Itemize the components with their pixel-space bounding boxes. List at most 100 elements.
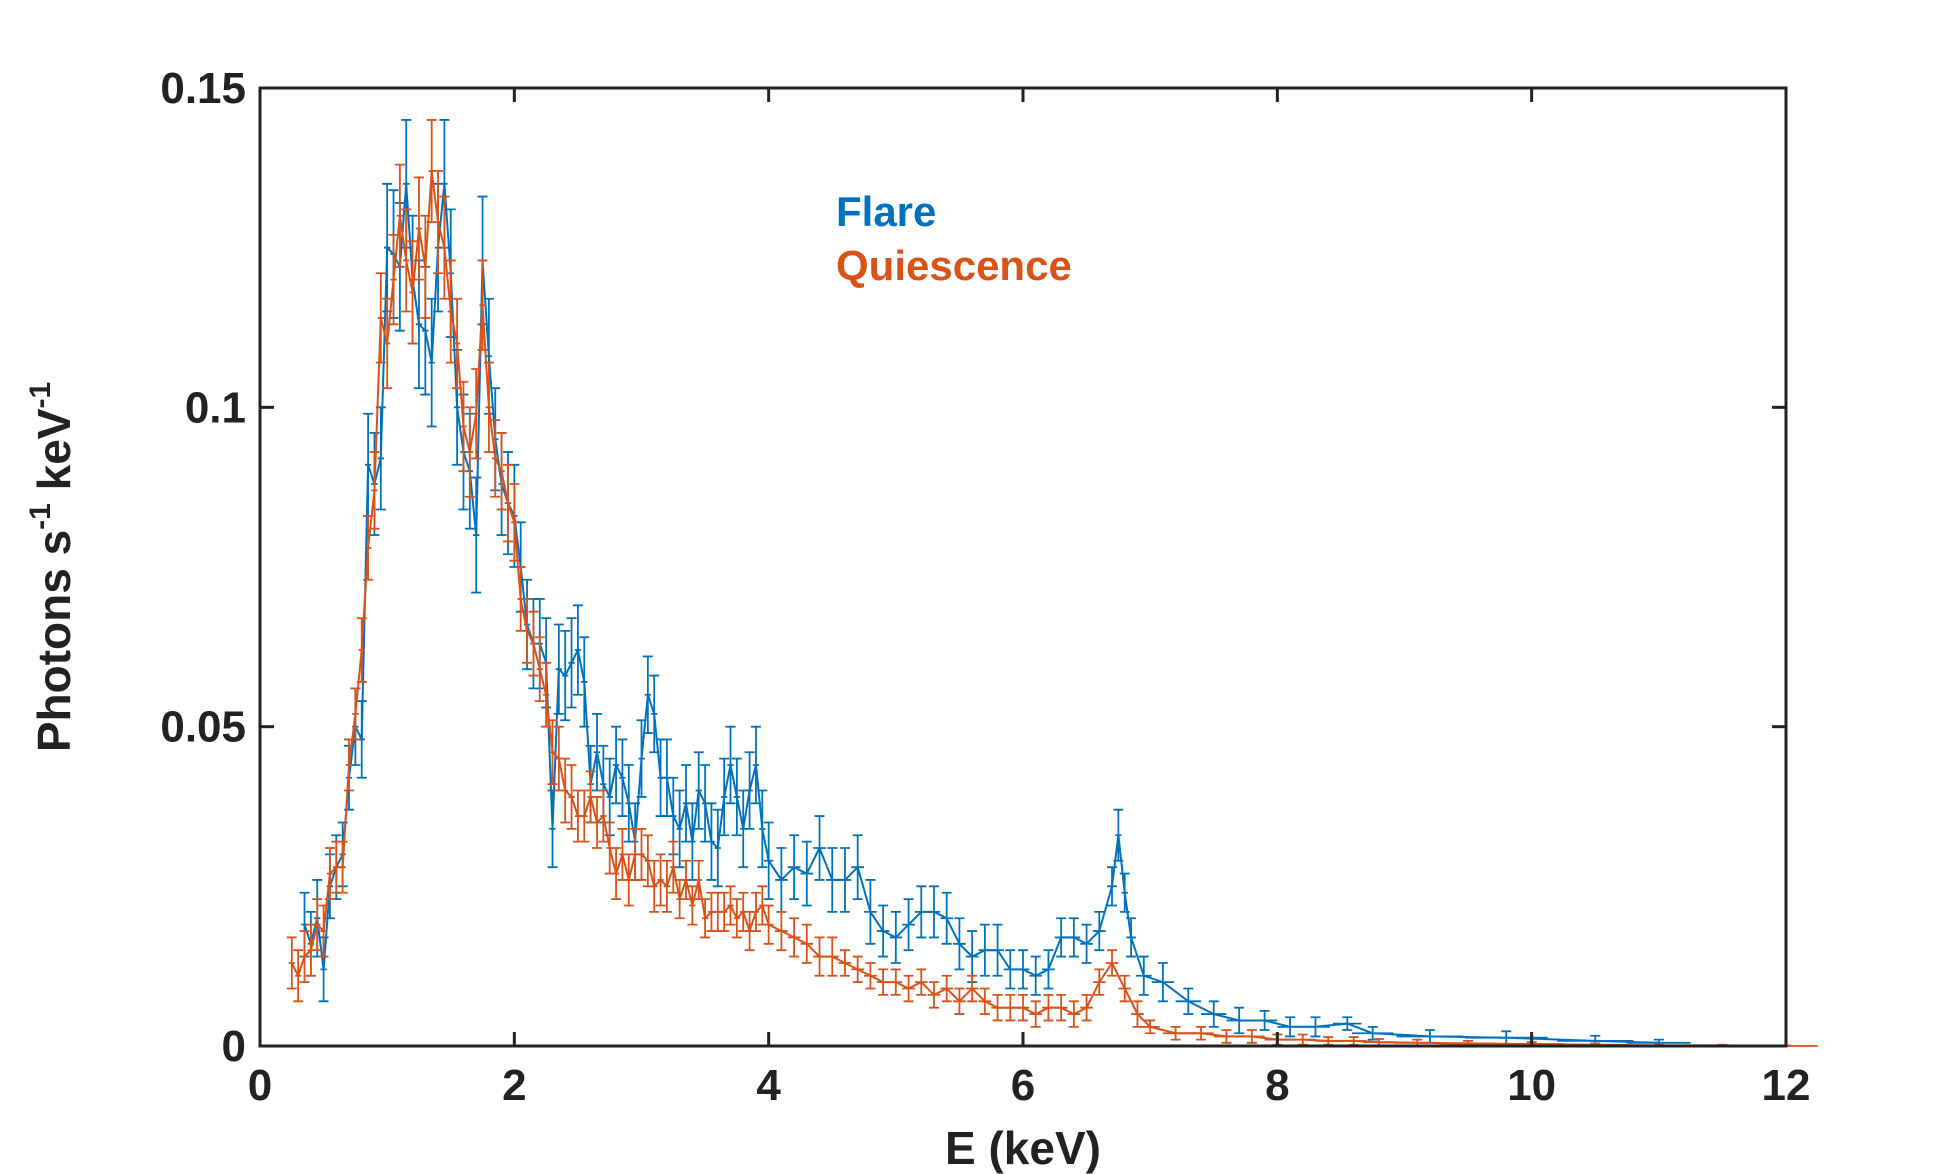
data-point-quiescence	[731, 898, 742, 939]
data-point-quiescence	[1054, 994, 1068, 1022]
data-point-quiescence	[388, 233, 399, 326]
data-point-quiescence	[706, 891, 717, 932]
data-point-quiescence	[864, 962, 877, 990]
data-point-quiescence	[344, 738, 355, 792]
data-point-quiescence	[337, 840, 348, 894]
x-tick-label: 12	[1762, 1061, 1811, 1110]
data-point-flare	[1113, 808, 1124, 862]
data-point-flare	[1119, 872, 1130, 913]
data-point-quiescence	[757, 885, 768, 926]
data-point-flare	[1557, 1034, 1634, 1047]
data-point-flare	[978, 923, 992, 977]
x-tick-label: 2	[502, 1061, 526, 1110]
data-point-quiescence	[591, 796, 602, 849]
data-point-quiescence	[464, 406, 475, 498]
data-point-flare	[712, 808, 723, 888]
y-tick-label: 0	[222, 1022, 246, 1071]
data-point-flare	[1627, 1038, 1691, 1047]
x-axis-label: E (keV)	[945, 1122, 1101, 1174]
data-point-flare	[757, 789, 768, 869]
data-point-quiescence	[560, 757, 571, 824]
y-tick-label: 0.05	[160, 703, 246, 752]
data-point-quiescence	[350, 687, 361, 741]
x-tick-label: 4	[756, 1061, 781, 1110]
tick-layer: 0 2 4 6 8 10 12 0 0.05 0.1 0.15	[160, 64, 1810, 1110]
data-point-quiescence	[445, 259, 456, 364]
data-point-flare	[1251, 1009, 1278, 1031]
data-point-quiescence	[528, 610, 539, 677]
data-point-quiescence	[712, 891, 723, 932]
data-point-flare	[553, 623, 564, 715]
series-layer	[286, 119, 1818, 1047]
data-point-quiescence	[541, 661, 552, 728]
data-point-flare	[617, 738, 628, 817]
data-point-flare	[940, 891, 954, 945]
data-point-flare	[914, 885, 928, 939]
data-point-flare	[623, 764, 634, 843]
data-point-quiescence	[617, 827, 628, 881]
data-point-flare	[825, 847, 839, 913]
data-point-quiescence	[940, 974, 954, 1003]
data-point-flare	[420, 265, 431, 396]
data-point-flare	[382, 182, 393, 313]
data-point-quiescence	[1118, 974, 1132, 1003]
data-point-flare	[591, 712, 602, 792]
data-point-flare	[642, 655, 653, 734]
data-point-flare	[401, 119, 412, 249]
data-point-quiescence	[566, 764, 577, 830]
data-point-flare	[636, 719, 647, 798]
data-point-quiescence	[1131, 1000, 1144, 1028]
data-point-quiescence	[324, 847, 335, 901]
data-point-flare	[483, 297, 494, 415]
data-point-flare	[953, 917, 966, 971]
data-point-quiescence	[800, 923, 814, 964]
data-point-quiescence	[299, 930, 310, 984]
legend-entry-quiescence: Quiescence	[836, 242, 1072, 289]
data-point-quiescence	[763, 904, 774, 945]
data-point-quiescence	[1080, 994, 1093, 1022]
data-point-quiescence	[1290, 1033, 1316, 1046]
data-point-flare	[471, 476, 482, 594]
data-point-flare	[299, 891, 310, 958]
data-point-flare	[787, 834, 801, 901]
data-point-quiescence	[1042, 994, 1055, 1022]
data-point-flare	[851, 834, 865, 901]
data-point-quiescence	[889, 968, 903, 996]
data-point-flare	[604, 757, 615, 837]
data-point-flare	[681, 764, 692, 843]
legend-entry-flare: Flare	[836, 188, 936, 235]
data-point-flare	[775, 847, 788, 913]
data-point-flare	[1016, 949, 1030, 990]
y-axis-label-mid: keV	[28, 408, 80, 503]
data-point-quiescence	[413, 176, 424, 281]
y-tick-label: 0.1	[185, 383, 246, 432]
data-point-flare	[363, 412, 374, 517]
data-point-flare	[1080, 923, 1093, 964]
data-point-flare	[725, 725, 736, 805]
data-point-quiescence	[649, 859, 660, 913]
data-point-quiescence	[902, 974, 915, 1003]
data-point-quiescence	[825, 936, 839, 977]
y-axis-label: Photons s-1 keV-1	[24, 382, 80, 752]
data-point-flare	[719, 757, 730, 837]
data-point-quiescence	[978, 987, 992, 1015]
data-point-flare	[1332, 1016, 1362, 1031]
data-point-flare	[902, 898, 915, 952]
data-point-quiescence	[1140, 1019, 1160, 1035]
data-point-quiescence	[604, 821, 615, 875]
data-point-flare	[661, 738, 672, 817]
data-point-quiescence	[1003, 994, 1017, 1022]
data-point-flare	[560, 629, 571, 722]
data-point-quiescence	[369, 451, 380, 530]
data-point-flare	[1151, 962, 1175, 1003]
data-point-flare	[1126, 917, 1137, 958]
data-point-flare	[991, 923, 1004, 977]
x-tick-label: 8	[1265, 1061, 1289, 1110]
data-point-quiescence	[965, 974, 979, 1003]
data-point-flare	[800, 840, 814, 907]
data-point-quiescence	[719, 891, 730, 932]
data-point-quiescence	[636, 827, 647, 881]
data-point-quiescence	[611, 847, 622, 901]
data-point-quiescence	[1016, 994, 1030, 1022]
data-point-flare	[1277, 1016, 1303, 1038]
